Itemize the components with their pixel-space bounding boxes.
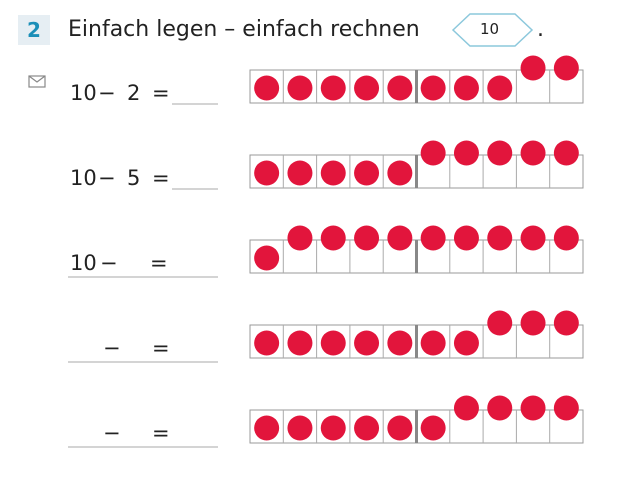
- counter-dot: [254, 75, 280, 101]
- counter-dot: [553, 140, 579, 166]
- counter-dot: [354, 75, 380, 101]
- badge-text: 10: [480, 20, 500, 38]
- counter-dot: [254, 160, 280, 186]
- counter-dot: [354, 415, 380, 441]
- counter-dot: [387, 225, 413, 251]
- counter-dot: [520, 310, 546, 336]
- counter-dot: [420, 225, 446, 251]
- counter-dot: [487, 395, 513, 421]
- equation-part: −: [103, 336, 121, 360]
- counter-dot: [453, 75, 479, 101]
- equation-part: =: [152, 166, 170, 190]
- equation-part: −: [98, 81, 116, 105]
- counter-dot: [420, 330, 446, 356]
- counter-dot: [320, 75, 346, 101]
- counter-dot: [287, 75, 313, 101]
- counter-dot: [553, 395, 579, 421]
- equation-part: 10: [70, 251, 97, 275]
- counter-dot: [287, 225, 313, 251]
- counter-dot: [254, 415, 280, 441]
- equation-part: 2: [127, 81, 141, 105]
- equation-part: =: [152, 336, 170, 360]
- counter-dot: [320, 225, 346, 251]
- counter-dot: [520, 225, 546, 251]
- equation-part: =: [150, 251, 168, 275]
- counter-dot: [520, 140, 546, 166]
- counter-dot: [287, 330, 313, 356]
- counter-dot: [387, 330, 413, 356]
- counter-dot: [453, 140, 479, 166]
- counter-dot: [287, 415, 313, 441]
- counter-dot: [287, 160, 313, 186]
- counter-dot: [420, 75, 446, 101]
- equation-part: −: [100, 251, 118, 275]
- equation-part: =: [152, 421, 170, 445]
- counter-dot: [420, 140, 446, 166]
- counter-dot: [320, 160, 346, 186]
- counter-dot: [420, 415, 446, 441]
- counter-dot: [354, 330, 380, 356]
- counter-dot: [254, 245, 280, 271]
- counter-dot: [520, 55, 546, 81]
- counter-dot: [387, 415, 413, 441]
- equation-part: −: [103, 421, 121, 445]
- equation-part: 10: [70, 166, 97, 190]
- counter-dot: [553, 310, 579, 336]
- counter-dot: [553, 225, 579, 251]
- counter-dot: [254, 330, 280, 356]
- counter-dot: [487, 75, 513, 101]
- equation-part: 10: [70, 81, 97, 105]
- title-period: .: [537, 17, 544, 42]
- counter-dot: [387, 160, 413, 186]
- counter-dot: [320, 415, 346, 441]
- counter-dot: [487, 310, 513, 336]
- counter-dot: [354, 225, 380, 251]
- counter-dot: [453, 225, 479, 251]
- envelope-icon: [28, 75, 46, 88]
- task-number: 2: [18, 15, 50, 45]
- counter-dot: [387, 75, 413, 101]
- counter-dot: [453, 395, 479, 421]
- counter-dot: [487, 140, 513, 166]
- badge-frame: [451, 13, 534, 47]
- counter-dot: [487, 225, 513, 251]
- equation-part: 5: [127, 166, 141, 190]
- counter-dot: [520, 395, 546, 421]
- counter-dot: [320, 330, 346, 356]
- counter-dot: [453, 330, 479, 356]
- counter-dot: [553, 55, 579, 81]
- equation-part: =: [152, 81, 170, 105]
- counter-dot: [354, 160, 380, 186]
- equation-part: −: [98, 166, 116, 190]
- task-title: Einfach legen – einfach rechnen: [68, 17, 420, 42]
